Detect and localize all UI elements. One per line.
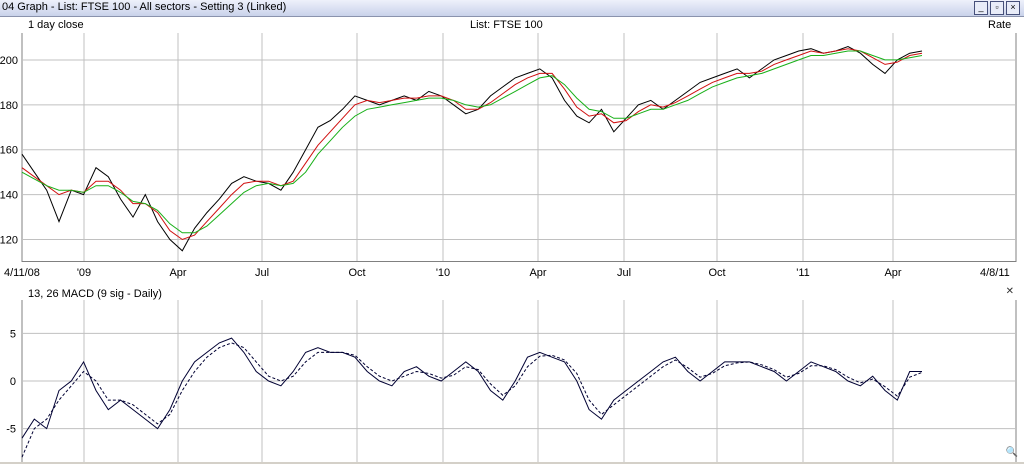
date-tick-label: '11 — [796, 267, 810, 279]
rate-label: Rate — [988, 19, 1012, 31]
short-ma-series-line — [21, 48, 923, 241]
date-axis: 4/11/08 '09 Apr Jul Oct '10 Apr Jul Oct '11 Apr 4/8… — [0, 262, 1024, 286]
price-series-line — [21, 45, 923, 252]
macd-y-tick-label: -5 — [6, 424, 16, 436]
price-y-tick-label: 180 — [0, 100, 18, 112]
long-ma-series-line — [21, 50, 923, 234]
price-y-tick-label: 140 — [0, 190, 18, 202]
signal-series-line — [21, 342, 923, 458]
date-tick-label: 4/8/11 — [980, 267, 1010, 279]
close-button[interactable]: × — [1006, 1, 1020, 15]
date-tick-label: Apr — [169, 267, 186, 279]
date-axis-svg: 4/11/08 '09 Apr Jul Oct '10 Apr Jul Oct '11 Apr 4/8… — [4, 267, 1010, 279]
zoom-icon[interactable]: 🔍 — [1005, 447, 1018, 458]
macd-y-tick-label: 5 — [10, 328, 16, 340]
date-tick-label: Apr — [884, 267, 901, 279]
maximize-button[interactable]: ▫ — [990, 1, 1004, 15]
macd-y-tick-label: 0 — [10, 376, 16, 388]
date-tick-label: '10 — [436, 267, 450, 279]
list-label: List: FTSE 100 — [470, 19, 543, 31]
date-tick-label: Oct — [708, 267, 725, 279]
date-tick-label: Oct — [348, 267, 365, 279]
price-y-tick-label: 160 — [0, 145, 18, 157]
price-chart: 120 140 160 180 200 — [0, 33, 1017, 262]
price-y-tick-label: 120 — [0, 235, 18, 247]
macd-chart-panel[interactable]: 13, 26 MACD (9 sig - Daily) ✕ 🔍 5 0 -5 — [0, 286, 1024, 462]
window-titlebar: 04 Graph - List: FTSE 100 - All sectors … — [0, 0, 1024, 17]
date-tick-label: Jul — [617, 267, 631, 279]
price-period-label: 1 day close — [28, 19, 84, 31]
macd-chart: 5 0 -5 — [6, 300, 1017, 462]
date-tick-label: 4/11/08 — [4, 267, 40, 279]
price-chart-panel[interactable]: 1 day close List: FTSE 100 Rate 120 140 16… — [0, 17, 1024, 262]
date-tick-label: Apr — [529, 267, 546, 279]
window-controls: _ ▫ × — [974, 1, 1020, 15]
price-y-tick-label: 200 — [0, 55, 18, 67]
minimize-button[interactable]: _ — [974, 1, 988, 15]
macd-label: 13, 26 MACD (9 sig - Daily) — [28, 288, 162, 300]
date-tick-label: Jul — [255, 267, 269, 279]
date-tick-label: '09 — [77, 267, 91, 279]
close-icon[interactable]: ✕ — [1005, 286, 1014, 297]
macd-series-line — [21, 337, 922, 439]
window-title: 04 Graph - List: FTSE 100 - All sectors … — [2, 1, 287, 13]
